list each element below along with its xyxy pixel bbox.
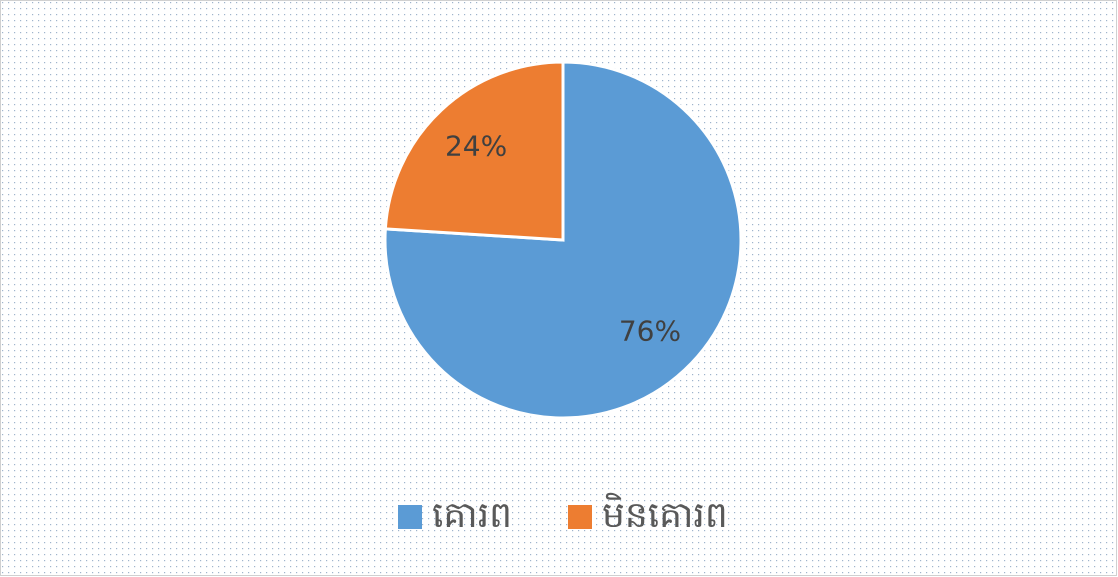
data-label: 76% — [619, 315, 681, 348]
legend-label: មិនគោរព — [602, 492, 728, 536]
legend: គោរព មិនគោរព — [398, 492, 728, 536]
legend-label: គោរព — [432, 495, 512, 536]
pie-slice — [383, 60, 743, 420]
pie: 76% 24% — [383, 60, 743, 420]
legend-swatch — [568, 505, 592, 529]
pie-slice — [383, 60, 565, 242]
data-label: 24% — [445, 129, 507, 162]
legend-swatch — [398, 505, 422, 529]
